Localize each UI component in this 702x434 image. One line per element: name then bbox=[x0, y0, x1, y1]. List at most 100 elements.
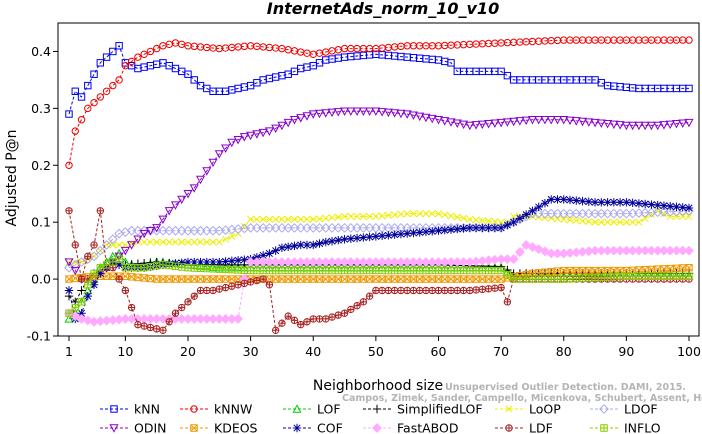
legend-label: ODIN bbox=[134, 421, 167, 434]
point-cof bbox=[559, 195, 568, 204]
point-ldf bbox=[491, 284, 499, 292]
y-tick-label: 0.4 bbox=[31, 44, 51, 59]
point-odin bbox=[446, 118, 456, 127]
x-tick-label: 80 bbox=[556, 344, 572, 359]
point-ldf bbox=[71, 241, 79, 249]
legend-item-knn: kNN bbox=[100, 402, 160, 417]
point-odin bbox=[252, 130, 262, 139]
point-ldof bbox=[684, 205, 694, 216]
point-odin bbox=[114, 252, 124, 262]
point-odin bbox=[628, 121, 638, 131]
point-ldf bbox=[409, 286, 418, 295]
legend-label: kNNW bbox=[214, 402, 252, 417]
series-line-ldof bbox=[68, 210, 690, 269]
point-odin bbox=[678, 119, 688, 128]
point-inflo bbox=[109, 258, 117, 266]
point-ldf bbox=[403, 286, 411, 295]
y-tick-label: 0.0 bbox=[31, 272, 51, 287]
point-cof bbox=[584, 197, 593, 206]
point-loop bbox=[159, 238, 167, 246]
series-knnw bbox=[65, 36, 693, 169]
point-knnw bbox=[115, 76, 123, 84]
point-cof bbox=[196, 257, 205, 267]
point-ldf bbox=[77, 275, 86, 283]
point-knnw bbox=[146, 47, 155, 56]
point-cof bbox=[603, 198, 612, 207]
point-odin bbox=[521, 116, 531, 126]
point-loop bbox=[441, 211, 449, 219]
point-ldf bbox=[178, 303, 186, 312]
series-ldof bbox=[64, 205, 694, 273]
point-knn bbox=[685, 84, 693, 93]
point-loop bbox=[347, 212, 355, 221]
point-lof bbox=[64, 314, 74, 323]
legend-item-ldf: LDF bbox=[495, 421, 553, 434]
point-odin bbox=[577, 117, 588, 127]
x-tick-label: 60 bbox=[431, 344, 447, 359]
point-ldf bbox=[297, 320, 305, 329]
point-loop bbox=[428, 210, 436, 218]
point-loop bbox=[472, 216, 480, 224]
point-odin bbox=[408, 111, 418, 120]
point-odin bbox=[120, 246, 130, 256]
point-odin bbox=[302, 112, 312, 121]
point-odin bbox=[346, 107, 356, 116]
point-odin bbox=[659, 121, 669, 130]
point-loop bbox=[635, 218, 643, 226]
point-loop bbox=[259, 215, 267, 223]
point-odin bbox=[634, 121, 644, 131]
x-tick-label: 10 bbox=[117, 344, 133, 359]
point-ldof bbox=[120, 227, 131, 238]
point-knnw bbox=[96, 93, 105, 101]
point-kdeos bbox=[491, 275, 499, 283]
point-loop bbox=[685, 212, 693, 221]
point-kdeos bbox=[372, 275, 380, 283]
point-loop bbox=[610, 218, 618, 226]
point-knn bbox=[297, 64, 305, 73]
point-inflo bbox=[71, 303, 79, 312]
point-odin bbox=[396, 109, 406, 119]
legend-item-cof: COF bbox=[283, 421, 343, 434]
point-cof bbox=[302, 240, 312, 250]
point-odin bbox=[283, 118, 293, 128]
point-ldf bbox=[378, 286, 386, 295]
point-loop bbox=[585, 218, 593, 226]
legend-marker bbox=[292, 423, 302, 433]
point-cof bbox=[484, 223, 493, 233]
point-cof bbox=[440, 225, 449, 235]
legend-label: SimplifiedLOF bbox=[397, 402, 483, 417]
legend-marker bbox=[292, 404, 302, 413]
point-odin bbox=[390, 109, 400, 118]
series-inflo bbox=[65, 255, 693, 317]
point-odin bbox=[127, 241, 137, 250]
point-ldf bbox=[397, 286, 405, 295]
point-loop bbox=[553, 215, 562, 223]
point-odin bbox=[534, 116, 544, 125]
point-inflo bbox=[77, 298, 86, 306]
point-cof bbox=[365, 232, 374, 242]
legend-label: COF bbox=[317, 421, 343, 434]
point-odin bbox=[440, 117, 450, 126]
point-fastabod bbox=[684, 245, 694, 256]
point-inflo bbox=[635, 272, 643, 280]
point-loop bbox=[315, 215, 324, 223]
point-inflo bbox=[146, 263, 155, 271]
point-cof bbox=[114, 260, 124, 270]
point-cof bbox=[678, 203, 687, 212]
point-odin bbox=[214, 150, 224, 159]
point-knnw bbox=[140, 50, 148, 58]
point-odin bbox=[640, 121, 650, 131]
point-ldf bbox=[353, 302, 361, 310]
point-knnw bbox=[134, 53, 142, 61]
point-cof bbox=[421, 227, 431, 237]
point-inflo bbox=[140, 264, 148, 272]
point-cof bbox=[553, 195, 562, 204]
point-odin bbox=[490, 119, 500, 128]
point-cof bbox=[490, 223, 500, 233]
legend-item-knnw: kNNW bbox=[180, 402, 252, 417]
point-knnw bbox=[84, 104, 92, 113]
point-odin bbox=[133, 235, 143, 245]
point-ldf bbox=[121, 286, 130, 295]
point-cof bbox=[377, 231, 387, 241]
point-kdeos bbox=[65, 275, 73, 283]
